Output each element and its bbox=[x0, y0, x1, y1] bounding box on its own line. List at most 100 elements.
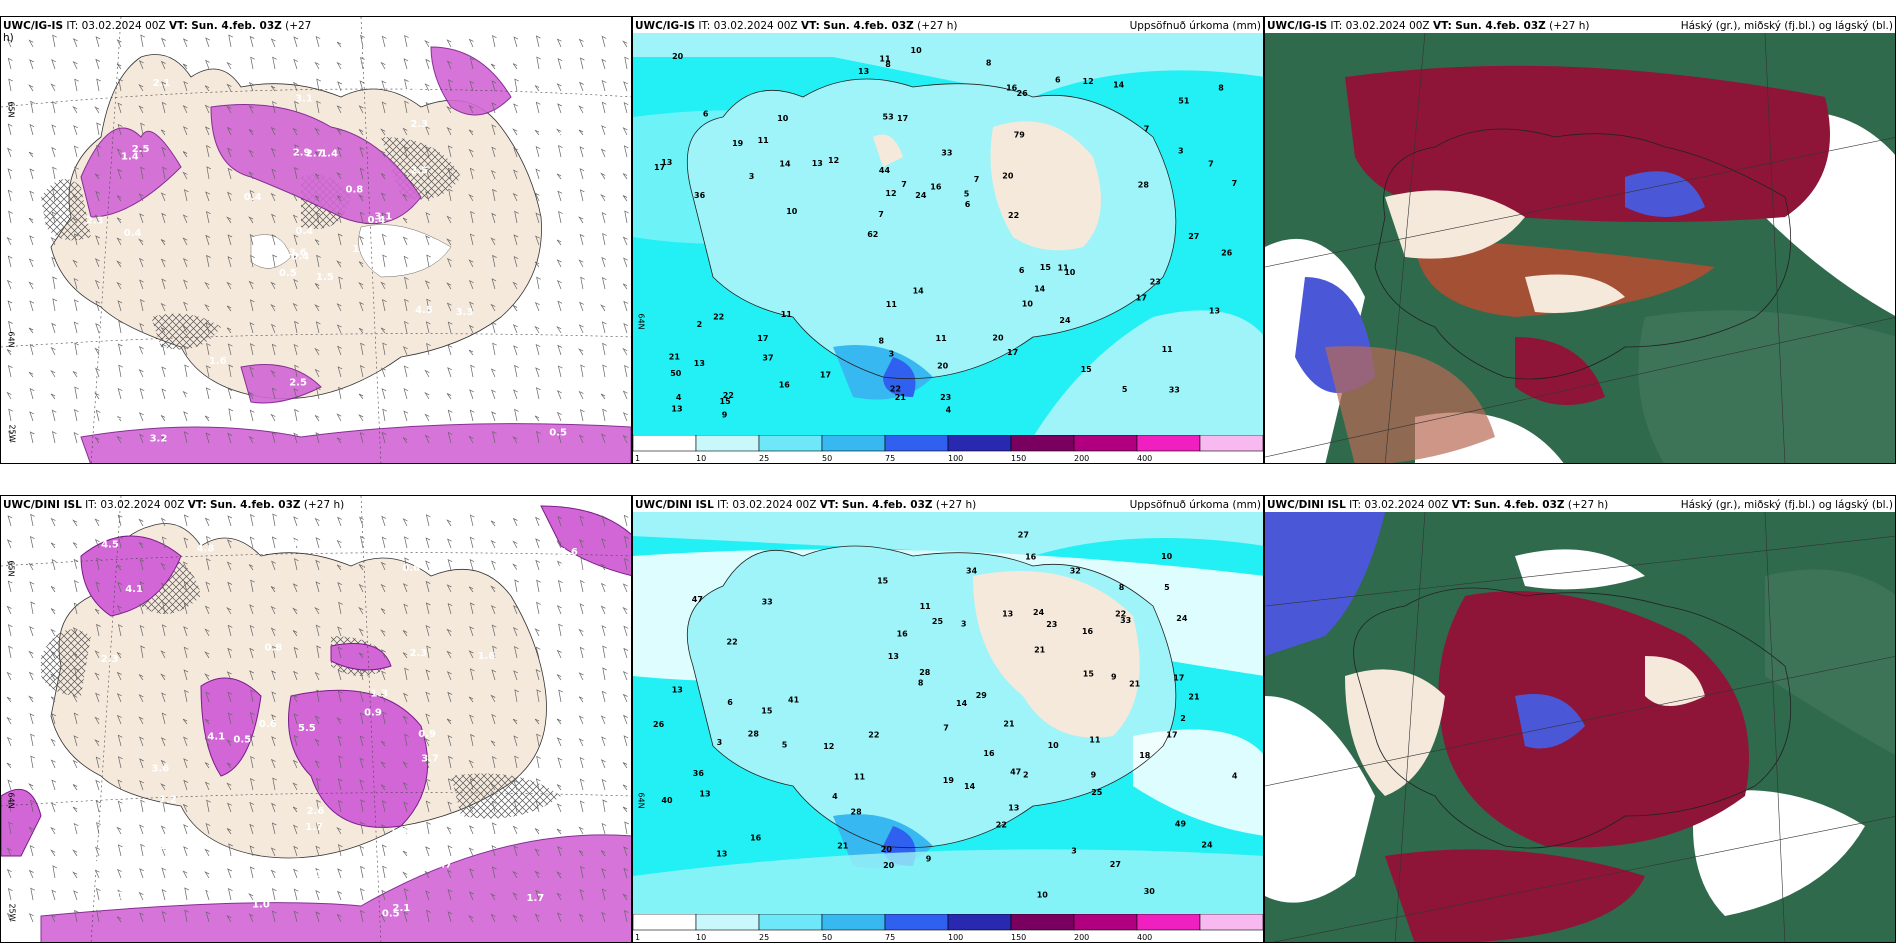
wind-barb bbox=[95, 409, 101, 422]
wind-barb bbox=[72, 849, 78, 857]
wind-barb bbox=[468, 806, 474, 813]
wind-barb bbox=[336, 61, 342, 70]
wind-barb bbox=[249, 366, 255, 378]
wind-barb bbox=[601, 888, 607, 901]
value-label: 7 bbox=[878, 210, 884, 219]
wind-barb bbox=[580, 557, 586, 571]
wind-barb bbox=[94, 258, 100, 268]
wind-barb bbox=[425, 580, 431, 593]
wind-precip-map: 1.0 0.5 1.4 2.7 4.8 4.1 4.1 1.7 2.3 0.8 1.5 0.8 0.6 1… bbox=[1, 496, 631, 942]
wind-barb bbox=[204, 281, 210, 290]
legend-swatch bbox=[1199, 435, 1263, 452]
wind-barb bbox=[622, 390, 628, 400]
wind-barb bbox=[512, 517, 518, 527]
wind-barb bbox=[50, 628, 56, 637]
legend-swatch bbox=[695, 914, 760, 931]
wind-barb bbox=[491, 669, 497, 681]
wind-barb bbox=[160, 415, 166, 422]
value-label: 8 bbox=[1119, 583, 1125, 592]
wind-barb bbox=[557, 344, 563, 356]
valid-time: Sun. 4.feb. 03Z bbox=[823, 20, 914, 32]
wind-barb bbox=[492, 342, 497, 356]
wind-barb bbox=[6, 38, 12, 48]
value-label: 62 bbox=[867, 230, 878, 239]
value-label: 4 bbox=[676, 393, 682, 402]
wind-barb bbox=[160, 302, 166, 312]
wind-barb bbox=[182, 870, 188, 879]
value-label: 28 bbox=[851, 808, 863, 817]
wind-barb bbox=[96, 557, 101, 571]
wind-barb bbox=[227, 234, 233, 246]
wind-barb bbox=[468, 586, 474, 593]
wind-barb bbox=[447, 845, 453, 857]
wind-barb bbox=[512, 892, 518, 901]
value-label: 22 bbox=[727, 637, 738, 646]
value-label: 41 bbox=[788, 696, 800, 705]
wind-barb bbox=[337, 516, 342, 527]
wind-barb bbox=[74, 78, 79, 92]
wind-barb bbox=[116, 415, 122, 422]
legend-tick: 10 bbox=[696, 933, 706, 942]
value-label: 17 bbox=[1136, 294, 1147, 303]
precip-label: 1.3 bbox=[65, 567, 83, 578]
wind-barb bbox=[314, 173, 320, 180]
wind-barb bbox=[578, 216, 584, 224]
wind-barb bbox=[95, 692, 100, 703]
wind-barb bbox=[250, 56, 255, 70]
wind-barb bbox=[490, 913, 496, 923]
wind-barb bbox=[534, 261, 540, 268]
value-label: 17 bbox=[1007, 348, 1018, 357]
wind-barb bbox=[512, 626, 518, 637]
wind-barb bbox=[447, 735, 453, 747]
wind-barb bbox=[72, 784, 78, 791]
wind-barb bbox=[270, 627, 276, 637]
wind-barb bbox=[183, 626, 188, 637]
wind-barb bbox=[314, 283, 320, 290]
wind-barb bbox=[380, 649, 386, 659]
value-label: 28 bbox=[748, 729, 760, 738]
value-label: 7 bbox=[974, 175, 980, 184]
wind-barb bbox=[227, 624, 233, 637]
precip-label: 3.7 bbox=[421, 753, 439, 764]
wind-barb bbox=[469, 778, 475, 791]
wind-barb bbox=[161, 212, 167, 224]
value-label: 16 bbox=[930, 183, 942, 192]
wind-barb bbox=[578, 672, 584, 681]
wind-barb bbox=[512, 540, 518, 549]
value-label: 21 bbox=[1129, 679, 1141, 688]
model-name: UWC/DINI ISL bbox=[3, 499, 82, 511]
wind-barb bbox=[6, 671, 12, 681]
wind-barb bbox=[556, 784, 562, 791]
wind-barb bbox=[183, 189, 189, 202]
wind-barb bbox=[514, 579, 519, 593]
value-label: 26 bbox=[1221, 249, 1233, 258]
wind-barb bbox=[424, 870, 430, 879]
value-label: 11 bbox=[936, 334, 948, 343]
precip-label: 0.9 bbox=[196, 887, 214, 898]
wind-barb bbox=[624, 56, 629, 70]
wind-barb bbox=[50, 369, 56, 378]
wind-barb bbox=[226, 105, 232, 114]
wind-barb bbox=[381, 367, 386, 378]
value-label: 24 bbox=[915, 191, 927, 200]
wind-barb bbox=[622, 347, 628, 356]
wind-barb bbox=[205, 59, 210, 70]
wind-barb bbox=[469, 301, 474, 312]
wind-barb bbox=[316, 799, 321, 813]
wind-barb bbox=[447, 409, 453, 422]
wind-barb bbox=[204, 718, 210, 725]
precip-label: 2.5 bbox=[289, 378, 307, 389]
wind-barb bbox=[183, 81, 189, 92]
wind-barb bbox=[381, 80, 387, 92]
value-label: 20 bbox=[992, 333, 1004, 342]
value-label: 21 bbox=[669, 353, 681, 362]
wind-barb bbox=[292, 583, 298, 593]
value-label: 23 bbox=[1046, 620, 1057, 629]
wind-barb bbox=[623, 625, 629, 637]
wind-barb bbox=[358, 105, 364, 114]
value-label: 33 bbox=[941, 149, 952, 158]
wind-barb bbox=[160, 239, 166, 246]
wind-barb bbox=[95, 779, 101, 791]
value-label: 16 bbox=[779, 380, 791, 389]
wind-barb bbox=[205, 191, 210, 202]
